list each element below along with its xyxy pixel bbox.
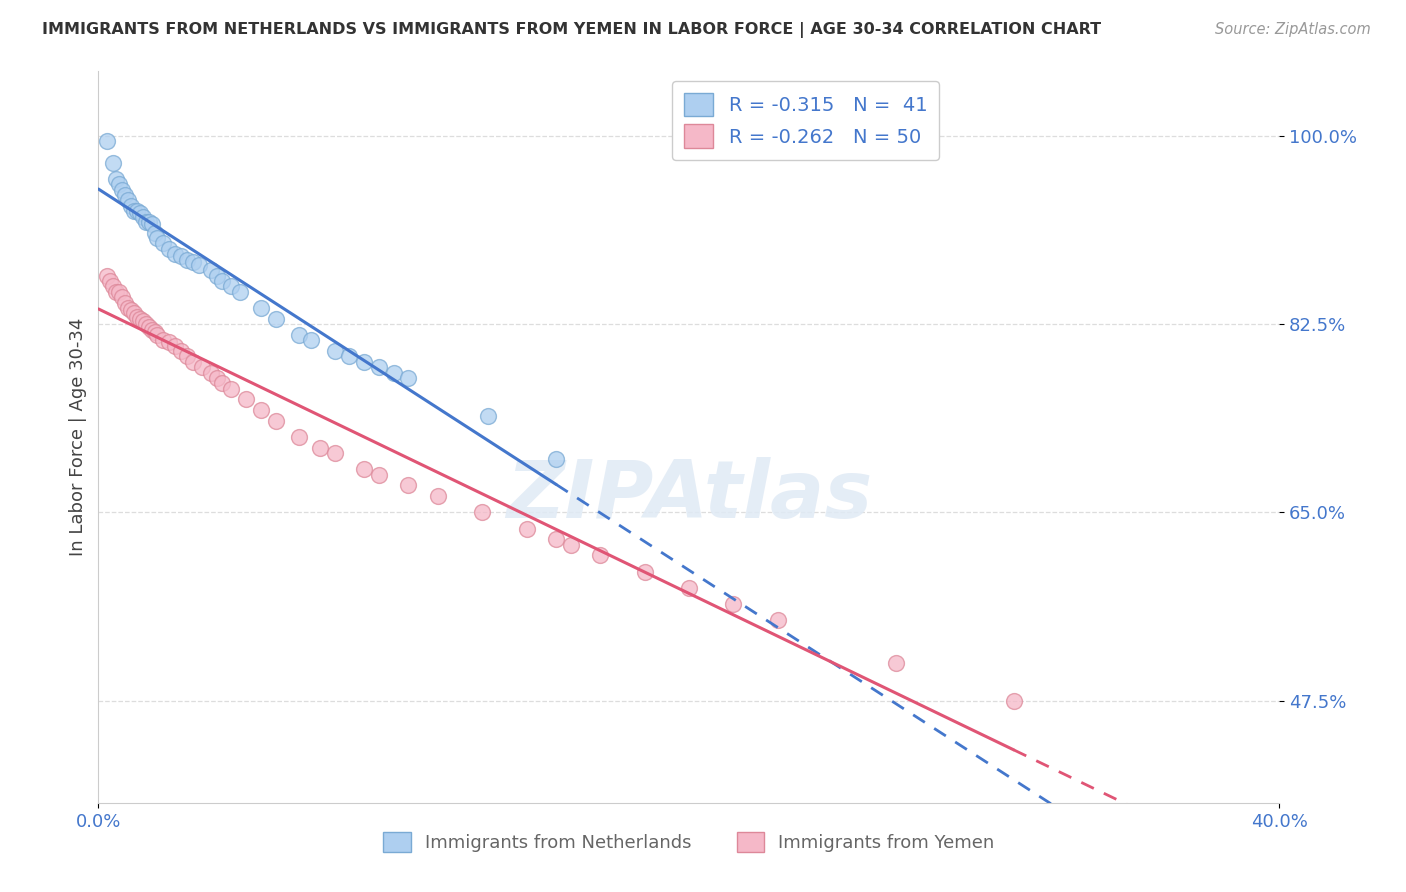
Point — [152, 333, 174, 347]
Point — [128, 311, 150, 326]
Point — [138, 215, 160, 229]
Point — [103, 279, 125, 293]
Point — [96, 268, 118, 283]
Point — [235, 392, 257, 407]
Point — [108, 285, 131, 299]
Point — [323, 344, 346, 359]
Point — [170, 344, 193, 359]
Point — [176, 252, 198, 267]
Text: IMMIGRANTS FROM NETHERLANDS VS IMMIGRANTS FROM YEMEN IN LABOR FORCE | AGE 30-34 : IMMIGRANTS FROM NETHERLANDS VS IMMIGRANT… — [42, 22, 1101, 38]
Point — [250, 301, 273, 315]
Point — [516, 521, 538, 535]
Point — [471, 505, 494, 519]
Point — [143, 325, 166, 339]
Point — [143, 226, 166, 240]
Point — [323, 446, 346, 460]
Point — [125, 310, 148, 324]
Point — [135, 317, 157, 331]
Point — [205, 371, 228, 385]
Point — [122, 204, 145, 219]
Point — [382, 366, 405, 380]
Point — [132, 314, 155, 328]
Point — [114, 295, 136, 310]
Point — [135, 215, 157, 229]
Point — [678, 581, 700, 595]
Point — [103, 156, 125, 170]
Point — [299, 333, 322, 347]
Point — [211, 376, 233, 391]
Point — [117, 301, 139, 315]
Point — [157, 335, 180, 350]
Point — [157, 242, 180, 256]
Point — [187, 258, 209, 272]
Point — [205, 268, 228, 283]
Point — [132, 210, 155, 224]
Point — [191, 360, 214, 375]
Point — [170, 249, 193, 263]
Point — [368, 467, 391, 482]
Point — [546, 451, 568, 466]
Point — [108, 178, 131, 192]
Point — [221, 279, 243, 293]
Point — [114, 188, 136, 202]
Point — [176, 350, 198, 364]
Point — [264, 414, 287, 428]
Point — [250, 403, 273, 417]
Point — [427, 489, 450, 503]
Point — [1002, 693, 1025, 707]
Point — [152, 236, 174, 251]
Point — [200, 366, 222, 380]
Point — [117, 194, 139, 208]
Point — [477, 409, 499, 423]
Point — [141, 217, 163, 231]
Point — [125, 204, 148, 219]
Point — [200, 263, 222, 277]
Point — [111, 290, 134, 304]
Point — [288, 327, 311, 342]
Point — [229, 285, 252, 299]
Point — [560, 538, 582, 552]
Point — [146, 327, 169, 342]
Point — [128, 206, 150, 220]
Point — [181, 254, 204, 268]
Point — [165, 247, 187, 261]
Point — [96, 134, 118, 148]
Point — [398, 371, 420, 385]
Point — [288, 430, 311, 444]
Point — [138, 320, 160, 334]
Point — [398, 478, 420, 492]
Point — [353, 462, 375, 476]
Point — [589, 549, 612, 563]
Point — [122, 306, 145, 320]
Point — [353, 355, 375, 369]
Point — [146, 231, 169, 245]
Legend: Immigrants from Netherlands, Immigrants from Yemen: Immigrants from Netherlands, Immigrants … — [377, 825, 1001, 860]
Point — [723, 597, 745, 611]
Point — [221, 382, 243, 396]
Text: Source: ZipAtlas.com: Source: ZipAtlas.com — [1215, 22, 1371, 37]
Point — [634, 565, 657, 579]
Point — [120, 199, 142, 213]
Point — [546, 533, 568, 547]
Point — [309, 441, 332, 455]
Point — [120, 303, 142, 318]
Point — [368, 360, 391, 375]
Point — [884, 656, 907, 670]
Point — [766, 613, 789, 627]
Point — [165, 338, 187, 352]
Point — [181, 355, 204, 369]
Y-axis label: In Labor Force | Age 30-34: In Labor Force | Age 30-34 — [69, 318, 87, 557]
Point — [111, 183, 134, 197]
Point — [141, 322, 163, 336]
Point — [98, 274, 121, 288]
Point — [339, 350, 361, 364]
Point — [211, 274, 233, 288]
Point — [105, 285, 128, 299]
Point — [264, 311, 287, 326]
Text: ZIPAtlas: ZIPAtlas — [506, 457, 872, 534]
Point — [105, 172, 128, 186]
